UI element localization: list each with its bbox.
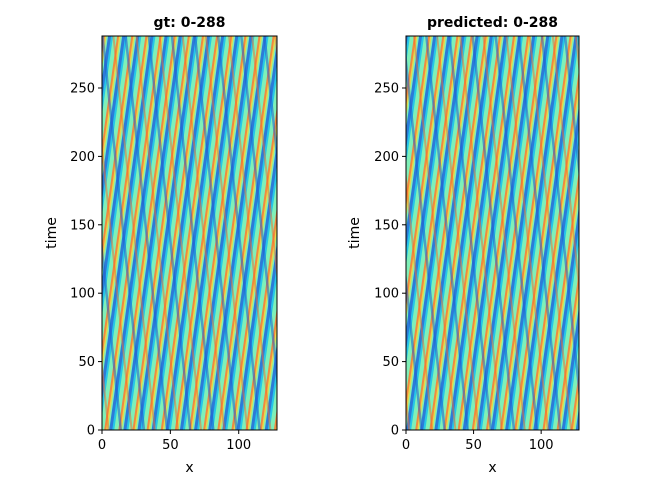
y-tick-label: 150 bbox=[70, 218, 95, 233]
y-axis-label: time bbox=[347, 217, 363, 249]
y-tick-label: 0 bbox=[391, 424, 399, 439]
y-tick-label: 50 bbox=[382, 355, 399, 370]
x-tick-label: 100 bbox=[226, 438, 251, 453]
panel-predicted: predicted: 0-288 0 50 100 050100150200250 … bbox=[347, 15, 580, 476]
axes-frame bbox=[101, 35, 278, 431]
y-ticks: 0 50 100 150 200 250 bbox=[70, 81, 102, 439]
y-tick-label: 100 bbox=[70, 287, 95, 302]
y-tick-label: 0 bbox=[87, 424, 95, 439]
heatmap-overlay bbox=[406, 36, 579, 430]
x-tick-label: 0 bbox=[402, 438, 410, 453]
heatmap-overlay bbox=[102, 36, 277, 430]
x-tick-label: 100 bbox=[529, 438, 554, 453]
x-tick-label: 50 bbox=[162, 438, 179, 453]
panel-gt: gt: 0-288 0 50 100 0 50 100 150 200 250 x time bbox=[44, 15, 278, 476]
x-ticks: 0 50 100 bbox=[402, 430, 554, 453]
y-tick-label: 100 bbox=[374, 287, 399, 302]
x-tick-label: 50 bbox=[465, 438, 482, 453]
y-tick-label: 200 bbox=[70, 150, 95, 165]
y-tick-label: 250 bbox=[70, 81, 95, 96]
panel-title: gt: 0-288 bbox=[154, 15, 226, 31]
x-axis-label: x bbox=[488, 460, 496, 476]
y-tick-label: 200 bbox=[374, 150, 399, 165]
y-tick-label: 250 bbox=[374, 81, 399, 96]
y-tick-label: 150 bbox=[374, 218, 399, 233]
y-ticks: 0 50 100 150 200 250 bbox=[374, 81, 406, 439]
x-ticks: 0 50 100 bbox=[98, 430, 251, 453]
x-axis-label: x bbox=[185, 460, 193, 476]
x-tick-label: 0 bbox=[98, 438, 106, 453]
axes-frame bbox=[405, 35, 580, 431]
panel-title: predicted: 0-288 bbox=[427, 15, 558, 31]
y-tick-label: 50 bbox=[78, 355, 95, 370]
y-axis-label: time bbox=[44, 217, 60, 249]
